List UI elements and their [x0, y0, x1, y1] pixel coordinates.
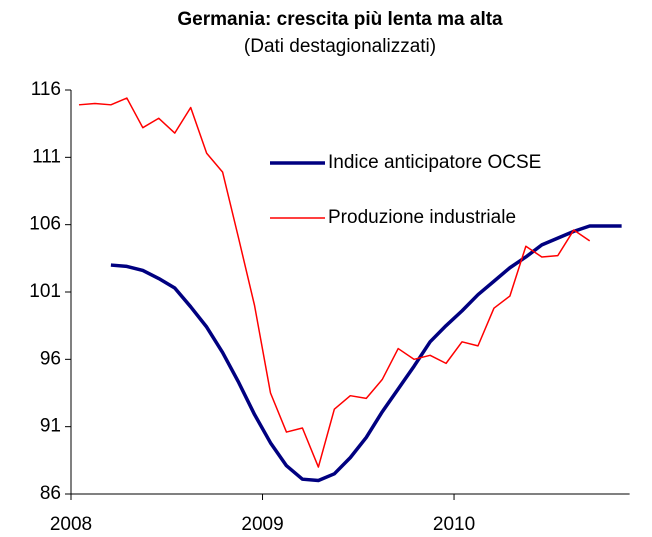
x-tick-label: 2008 [50, 514, 92, 535]
x-tick-label: 2009 [241, 514, 283, 535]
chart-subtitle: (Dati destagionalizzati) [244, 36, 436, 57]
series-line [110, 224, 622, 483]
y-tick-label: 91 [40, 416, 61, 437]
legend-label: Produzione industriale [328, 207, 516, 228]
y-tick-label: 116 [31, 79, 61, 100]
series-line [78, 97, 591, 468]
x-tick-label: 2010 [433, 514, 475, 535]
y-tick-label: 106 [29, 214, 61, 235]
legend-label: Indice anticipatore OCSE [328, 152, 541, 173]
y-tick-label: 86 [40, 483, 61, 504]
y-tick-label: 111 [32, 146, 61, 167]
chart-title: Germania: crescita più lenta ma alta [177, 9, 503, 30]
y-tick-label: 96 [40, 348, 61, 369]
y-tick-label: 101 [29, 281, 61, 302]
